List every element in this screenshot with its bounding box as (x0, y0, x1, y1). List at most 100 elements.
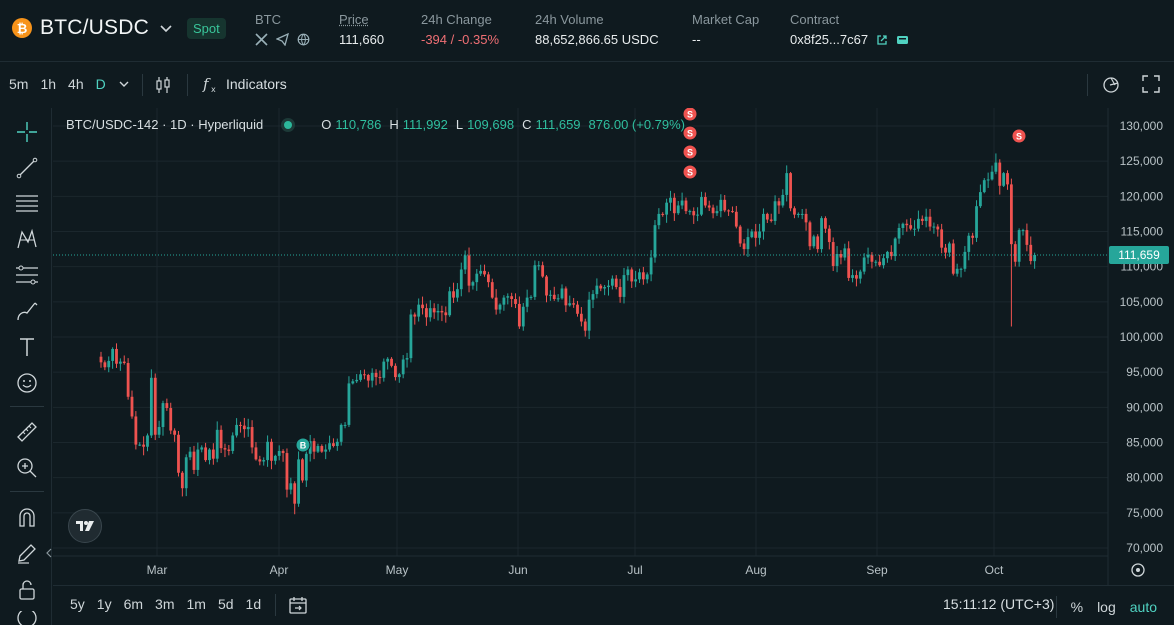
candle-body (746, 237, 750, 250)
pair-selector[interactable]: ₿ BTC/USDC (12, 16, 175, 40)
candle (285, 448, 289, 498)
candle (165, 398, 169, 411)
percent-scale-toggle[interactable]: % (1070, 599, 1084, 615)
range-5d[interactable]: 5d (217, 596, 234, 612)
interval-d[interactable]: D (95, 76, 106, 92)
auto-scale-toggle[interactable]: auto (1129, 599, 1157, 615)
lock-icon[interactable] (14, 577, 40, 603)
indicators-label: Indicators (226, 76, 287, 92)
candle-body (843, 248, 847, 258)
candle-body (959, 268, 963, 270)
range-1y[interactable]: 1y (96, 596, 112, 612)
candle (998, 159, 1002, 195)
y-tick-label: 90,000 (1126, 400, 1163, 414)
candle (138, 442, 142, 447)
candle-body (599, 285, 603, 289)
trend-line-icon[interactable] (14, 155, 40, 181)
volume-label: 24h Volume (535, 12, 604, 27)
candle (487, 271, 490, 288)
text-icon[interactable] (14, 334, 40, 360)
fib-channel-icon[interactable] (14, 262, 40, 288)
candle (777, 197, 781, 214)
trash-icon[interactable] (14, 611, 40, 625)
gear-ring (1131, 563, 1145, 577)
candle (324, 444, 328, 460)
ruler-icon[interactable] (14, 419, 40, 445)
log-scale-toggle[interactable]: log (1097, 599, 1116, 615)
telegram-icon[interactable] (276, 33, 289, 46)
candle (533, 260, 537, 300)
candle-body (576, 304, 579, 314)
drawing-toolbar (0, 108, 52, 625)
candle (769, 213, 773, 223)
collapse-toolbar-icon[interactable] (46, 548, 52, 558)
visibility-icon[interactable] (281, 117, 296, 132)
price-chart[interactable]: 130,000 125,000 120,000 115,000 110,000 105,0… (53, 108, 1174, 585)
candle (134, 411, 138, 450)
pair-name: BTC/USDC (40, 16, 149, 39)
candle (715, 205, 719, 216)
candle (118, 358, 122, 371)
crosshair-icon[interactable] (14, 119, 40, 145)
screenshot-icon[interactable] (1102, 75, 1122, 95)
contract-address[interactable]: 0x8f25...7c67 (790, 32, 869, 47)
x-icon[interactable] (255, 33, 268, 46)
candle (653, 220, 657, 263)
external-link-icon[interactable] (876, 34, 888, 46)
zoom-in-icon[interactable] (14, 455, 40, 481)
interval-1h[interactable]: 1h (40, 76, 57, 92)
magnet-icon[interactable] (14, 504, 40, 530)
candlestick-type-icon[interactable] (155, 76, 171, 94)
emoji-icon[interactable] (14, 370, 40, 396)
brush-icon[interactable] (14, 298, 40, 324)
candle-body (517, 303, 521, 327)
marker-label: S (687, 168, 693, 178)
horizontal-lines-icon[interactable] (14, 190, 40, 216)
wallet-icon[interactable] (896, 34, 909, 46)
pattern-icon[interactable] (14, 226, 40, 252)
candle-body (719, 199, 723, 212)
candle-body (262, 460, 266, 462)
range-5y[interactable]: 5y (70, 596, 85, 612)
range-6m[interactable]: 6m (123, 596, 144, 612)
candle-body (242, 425, 246, 430)
range-3m[interactable]: 3m (155, 596, 175, 612)
candle (517, 296, 521, 329)
drawing-mode-icon[interactable] (14, 540, 40, 566)
candle-body (785, 173, 789, 195)
time-display[interactable]: 15:11:12 (UTC+3) (943, 596, 1055, 612)
range-1m[interactable]: 1m (186, 596, 206, 612)
candlestick-chart[interactable]: 130,000125,000120,000115,000110,000105,0… (53, 108, 1174, 585)
candle-body (386, 358, 390, 362)
coin-info: BTC (255, 12, 310, 46)
calendar-goto-icon[interactable] (288, 595, 308, 615)
fullscreen-icon[interactable] (1142, 75, 1160, 93)
interval-4h[interactable]: 4h (68, 76, 84, 92)
candle-body (239, 424, 242, 426)
candle (924, 208, 928, 228)
candle-body (878, 261, 882, 266)
range-1d[interactable]: 1d (245, 596, 262, 612)
candle-body (971, 235, 975, 238)
candle (401, 355, 405, 379)
globe-icon[interactable] (297, 33, 310, 46)
interval-5m[interactable]: 5m (9, 76, 29, 92)
candle (347, 376, 351, 428)
candle-body (370, 372, 374, 381)
last-price-label: 111,659 (1118, 248, 1160, 262)
candle-body (661, 213, 665, 215)
candle-body (514, 299, 517, 304)
candle-body (920, 218, 924, 221)
candle-body (115, 348, 118, 364)
marker-circle (682, 108, 698, 122)
chart-settings-icon[interactable] (1131, 563, 1145, 577)
candle (1006, 170, 1009, 190)
chevron-down-icon[interactable] (118, 78, 130, 90)
tradingview-logo[interactable] (68, 509, 102, 543)
candle (758, 223, 761, 245)
candle-body (490, 282, 494, 298)
chevron-down-icon[interactable] (157, 19, 175, 37)
candle-body (188, 451, 192, 458)
candle (126, 358, 130, 400)
